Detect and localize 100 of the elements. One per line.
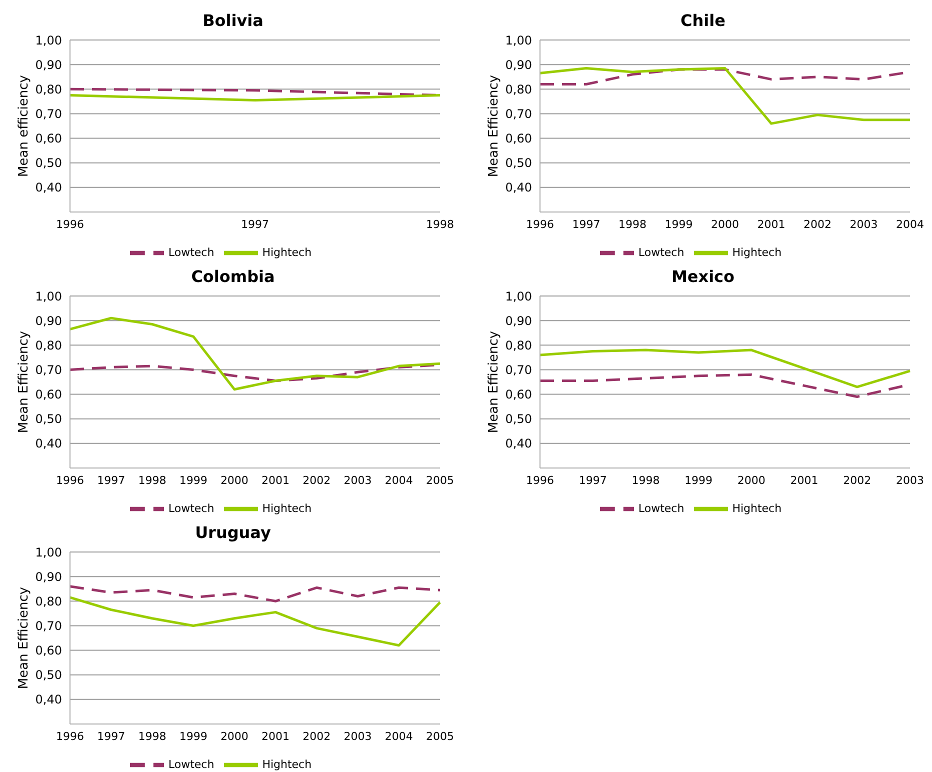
- x-tick-label: 1998: [618, 218, 646, 231]
- y-tick-label: 0,50: [35, 156, 62, 170]
- x-tick-label: 2003: [344, 474, 372, 487]
- y-tick-label: 0,40: [505, 180, 532, 195]
- y-tick-label: 0,50: [35, 412, 62, 426]
- y-tick-label: 0,40: [35, 692, 62, 707]
- y-tick-label: 1,00: [35, 33, 62, 48]
- x-tick-label: 1998: [138, 474, 166, 487]
- x-tick-label: 1998: [138, 730, 166, 743]
- y-tick-label: 0,90: [35, 314, 62, 328]
- x-tick-label: 2003: [896, 474, 924, 487]
- x-tick-label: 1998: [632, 474, 660, 487]
- x-tick-label: 2004: [384, 474, 413, 487]
- x-tick-label: 1999: [179, 474, 208, 487]
- x-tick-label: 2001: [262, 474, 290, 487]
- y-tick-label: 0,90: [505, 58, 532, 72]
- y-tick-label: 0,60: [35, 644, 62, 658]
- legend-label: Hightech: [262, 758, 312, 772]
- y-tick-label: 0,80: [505, 82, 532, 96]
- y-axis-title: Mean Efficiency: [486, 330, 502, 434]
- y-tick-label: 0,80: [505, 338, 532, 352]
- x-tick-label: 2004: [896, 218, 924, 231]
- y-tick-label: 0,70: [35, 106, 62, 121]
- x-tick-label: 2000: [737, 474, 766, 487]
- y-tick-label: 0,70: [35, 362, 62, 377]
- x-tick-label: 2000: [220, 730, 248, 743]
- y-tick-label: 1,00: [35, 289, 62, 304]
- y-tick-label: 0,50: [505, 412, 532, 426]
- y-tick-label: 0,60: [505, 388, 532, 402]
- x-tick-label: 2002: [843, 474, 872, 487]
- legend-label: Hightech: [732, 246, 782, 260]
- x-tick-label: 2004: [384, 730, 413, 743]
- x-tick-label: 2000: [220, 474, 248, 487]
- legend-label: Hightech: [262, 502, 312, 516]
- y-axis-title: Mean Efficiency: [16, 330, 32, 434]
- y-axis-title: Mean Efficiency: [486, 74, 502, 178]
- x-tick-label: 1997: [97, 730, 126, 743]
- chart-title: Mexico: [670, 266, 736, 288]
- line-series: [68, 585, 442, 602]
- y-axis-title: Mean efficiency: [16, 74, 32, 177]
- x-tick-label: 1997: [578, 474, 607, 487]
- y-tick-label: 0,60: [35, 388, 62, 402]
- x-tick-label: 1999: [684, 474, 713, 487]
- x-tick-label: 1997: [572, 218, 600, 231]
- y-tick-label: 0,60: [505, 132, 532, 146]
- x-tick-label: 1997: [97, 474, 126, 487]
- y-tick-label: 0,90: [505, 314, 532, 328]
- legend-label: Lowtech: [638, 502, 684, 516]
- x-tick-label: 1997: [241, 218, 269, 231]
- y-tick-label: 0,80: [35, 338, 62, 352]
- y-tick-label: 0,90: [35, 570, 62, 584]
- chart-title: Bolivia: [202, 10, 264, 32]
- y-tick-label: 1,00: [505, 289, 532, 304]
- x-tick-label: 1996: [56, 474, 84, 487]
- x-tick-label: 2003: [344, 730, 372, 743]
- x-tick-label: 2005: [426, 474, 454, 487]
- chart-title: Chile: [680, 10, 726, 32]
- x-tick-label: 2001: [757, 218, 786, 231]
- x-tick-label: 1999: [664, 218, 693, 231]
- line-series: [68, 596, 442, 647]
- y-tick-label: 0,70: [505, 362, 532, 377]
- legend-label: Lowtech: [168, 502, 214, 516]
- y-tick-label: 0,70: [505, 106, 532, 121]
- y-tick-label: 0,50: [505, 156, 532, 170]
- x-tick-label: 2001: [790, 474, 818, 487]
- y-tick-label: 0,90: [35, 58, 62, 72]
- x-tick-label: 2002: [302, 474, 331, 487]
- y-tick-label: 1,00: [35, 545, 62, 560]
- line-series: [68, 316, 442, 391]
- x-tick-label: 1996: [56, 730, 84, 743]
- x-tick-label: 2002: [804, 218, 832, 231]
- x-tick-label: 1996: [526, 218, 554, 231]
- x-tick-label: 2005: [426, 730, 454, 743]
- legend-label: Lowtech: [638, 246, 684, 260]
- y-tick-label: 0,60: [35, 132, 62, 146]
- x-tick-label: 2002: [302, 730, 331, 743]
- x-tick-label: 1996: [56, 218, 84, 231]
- x-tick-label: 1996: [526, 474, 554, 487]
- y-tick-label: 0,40: [35, 436, 62, 451]
- y-tick-label: 0,50: [35, 668, 62, 682]
- legend-label: Hightech: [732, 502, 782, 516]
- chart-title: Colombia: [190, 266, 276, 288]
- x-tick-label: 2000: [711, 218, 739, 231]
- legend-label: Lowtech: [168, 246, 214, 260]
- legend-label: Hightech: [262, 246, 312, 260]
- x-tick-label: 1998: [426, 218, 454, 231]
- y-tick-label: 0,40: [35, 180, 62, 195]
- y-axis-title: Mean Efficiency: [16, 586, 32, 690]
- legend-label: Lowtech: [168, 758, 214, 772]
- y-tick-label: 0,80: [35, 594, 62, 608]
- line-series: [538, 348, 912, 388]
- line-series: [538, 67, 912, 125]
- y-tick-label: 0,40: [505, 436, 532, 451]
- y-tick-label: 1,00: [505, 33, 532, 48]
- y-tick-label: 0,80: [35, 82, 62, 96]
- chart-title: Uruguay: [194, 522, 272, 544]
- x-tick-label: 2003: [850, 218, 878, 231]
- x-tick-label: 1999: [179, 730, 208, 743]
- x-tick-label: 2001: [262, 730, 290, 743]
- y-tick-label: 0,70: [35, 618, 62, 633]
